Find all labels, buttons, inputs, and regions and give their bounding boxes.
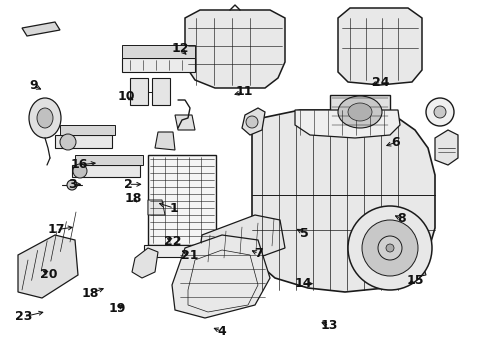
Ellipse shape bbox=[60, 134, 76, 150]
Text: 19: 19 bbox=[109, 302, 126, 315]
Polygon shape bbox=[152, 78, 170, 105]
Polygon shape bbox=[175, 115, 195, 130]
Text: 4: 4 bbox=[217, 325, 226, 338]
Ellipse shape bbox=[29, 98, 61, 138]
Polygon shape bbox=[130, 78, 148, 105]
Ellipse shape bbox=[348, 206, 432, 290]
Ellipse shape bbox=[348, 103, 372, 121]
Polygon shape bbox=[295, 110, 400, 138]
Polygon shape bbox=[435, 130, 458, 165]
Ellipse shape bbox=[378, 236, 402, 260]
Polygon shape bbox=[122, 58, 195, 72]
Polygon shape bbox=[148, 200, 165, 215]
Ellipse shape bbox=[37, 108, 53, 128]
Text: 9: 9 bbox=[29, 79, 38, 92]
Text: 18: 18 bbox=[124, 192, 142, 205]
Polygon shape bbox=[378, 262, 426, 283]
Polygon shape bbox=[155, 132, 175, 150]
Polygon shape bbox=[122, 45, 195, 58]
Text: 2: 2 bbox=[124, 178, 133, 191]
Polygon shape bbox=[75, 155, 143, 165]
Text: 10: 10 bbox=[118, 90, 135, 103]
Polygon shape bbox=[252, 110, 435, 292]
Ellipse shape bbox=[434, 106, 446, 118]
Polygon shape bbox=[242, 108, 265, 135]
Text: 16: 16 bbox=[71, 158, 88, 171]
Text: 14: 14 bbox=[294, 277, 312, 290]
Text: 13: 13 bbox=[320, 319, 338, 332]
Polygon shape bbox=[144, 245, 220, 257]
Ellipse shape bbox=[386, 244, 394, 252]
Text: 22: 22 bbox=[164, 235, 181, 248]
Text: 5: 5 bbox=[300, 227, 309, 240]
Text: 7: 7 bbox=[254, 247, 263, 260]
Text: 23: 23 bbox=[15, 310, 32, 323]
Text: 8: 8 bbox=[397, 212, 406, 225]
Text: 24: 24 bbox=[372, 76, 390, 89]
Polygon shape bbox=[148, 155, 216, 245]
Text: 15: 15 bbox=[407, 274, 424, 287]
Polygon shape bbox=[185, 10, 285, 88]
Text: 21: 21 bbox=[181, 249, 199, 262]
Text: 20: 20 bbox=[40, 268, 58, 281]
Text: 1: 1 bbox=[170, 202, 178, 215]
Text: 18: 18 bbox=[82, 287, 99, 300]
Ellipse shape bbox=[426, 98, 454, 126]
Polygon shape bbox=[198, 215, 285, 268]
Polygon shape bbox=[22, 22, 60, 36]
Ellipse shape bbox=[73, 164, 87, 178]
Polygon shape bbox=[330, 95, 390, 130]
Ellipse shape bbox=[338, 96, 382, 128]
Text: 12: 12 bbox=[172, 42, 189, 55]
Polygon shape bbox=[18, 235, 78, 298]
Polygon shape bbox=[72, 165, 140, 177]
Polygon shape bbox=[172, 235, 270, 318]
Polygon shape bbox=[60, 125, 115, 135]
Polygon shape bbox=[55, 135, 112, 148]
Ellipse shape bbox=[246, 116, 258, 128]
Text: 11: 11 bbox=[235, 85, 253, 98]
Text: 3: 3 bbox=[68, 178, 77, 191]
Text: 17: 17 bbox=[48, 223, 65, 236]
Ellipse shape bbox=[362, 220, 418, 276]
Text: 6: 6 bbox=[392, 136, 400, 149]
Polygon shape bbox=[132, 248, 158, 278]
Ellipse shape bbox=[67, 180, 77, 190]
Polygon shape bbox=[338, 8, 422, 85]
